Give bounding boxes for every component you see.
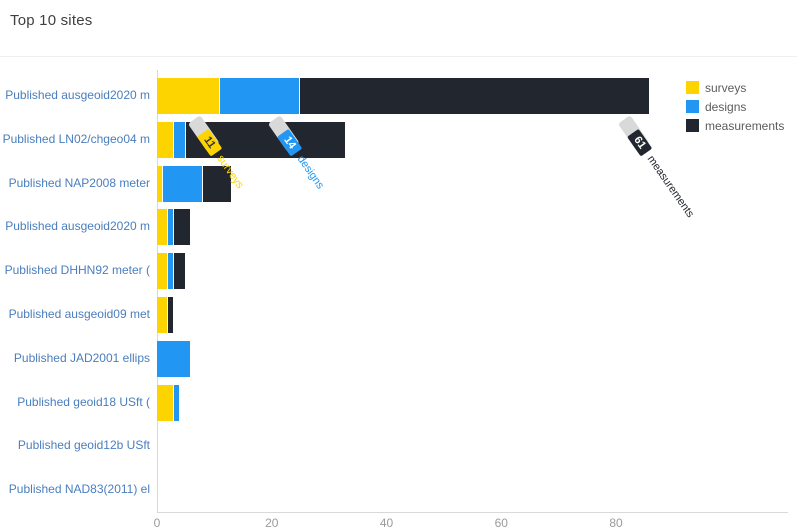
legend-swatch-measurements — [686, 119, 699, 132]
bar-segment-measurements[interactable] — [174, 253, 186, 290]
legend-swatch-designs — [686, 100, 699, 113]
x-tick-label: 40 — [379, 516, 394, 530]
callout-series-name: designs — [295, 153, 328, 192]
bar-segment-measurements[interactable] — [202, 165, 232, 202]
x-tick-label: 0 — [153, 516, 161, 530]
bar-segment-measurements[interactable] — [168, 296, 175, 333]
bar-segment-surveys[interactable] — [157, 77, 221, 114]
bar-segment-designs[interactable] — [168, 253, 175, 290]
legend-item-measurements[interactable]: measurements — [686, 116, 784, 135]
category-label[interactable]: Published NAP2008 meter — [8, 175, 150, 190]
bar-segment-designs[interactable] — [157, 340, 192, 377]
legend-label: measurements — [705, 118, 785, 133]
category-label[interactable]: Published geoid12b USft — [17, 438, 150, 453]
legend-label: designs — [705, 99, 747, 114]
callout-series-name: measurements — [645, 153, 698, 220]
category-label[interactable]: Published ausgeoid2020 m — [5, 219, 150, 234]
x-axis-line — [157, 512, 788, 513]
callout-value: 61 — [627, 128, 654, 157]
panel-divider — [0, 56, 797, 57]
bar-segment-designs[interactable] — [220, 77, 301, 114]
x-tick-label: 60 — [494, 516, 508, 530]
legend-item-surveys[interactable]: surveys — [686, 78, 784, 97]
legend: surveys designs measurements — [686, 78, 784, 135]
x-tick-label: 80 — [609, 516, 623, 530]
bar-segment-surveys[interactable] — [157, 253, 169, 290]
bar-segment-surveys[interactable] — [157, 165, 163, 202]
category-label[interactable]: Published LN02/chgeo04 m — [2, 131, 150, 146]
chart-title: Top 10 sites — [10, 12, 93, 29]
y-axis-line — [157, 70, 158, 513]
bar-segment-surveys[interactable] — [157, 296, 169, 333]
bar-segment-designs[interactable] — [168, 209, 175, 246]
legend-item-designs[interactable]: designs — [686, 97, 784, 116]
bar-segment-surveys[interactable] — [157, 121, 175, 158]
bar-segment-designs[interactable] — [174, 121, 186, 158]
legend-swatch-surveys — [686, 81, 699, 94]
category-label[interactable]: Published ausgeoid09 met — [8, 306, 150, 321]
category-label[interactable]: Published ausgeoid2020 m — [5, 87, 150, 102]
category-label[interactable]: Published geoid18 USft ( — [17, 394, 150, 409]
bar-segment-surveys[interactable] — [157, 384, 175, 421]
x-tick-label: 20 — [265, 516, 279, 530]
category-label[interactable]: Published JAD2001 ellips — [13, 350, 150, 365]
bar-segment-measurements[interactable] — [174, 209, 192, 246]
legend-label: surveys — [705, 80, 747, 95]
bar-segment-surveys[interactable] — [157, 209, 169, 246]
bar-segment-designs[interactable] — [162, 165, 203, 202]
category-label[interactable]: Published DHHN92 meter ( — [4, 263, 150, 278]
bar-segment-measurements[interactable] — [300, 77, 651, 114]
bar-segment-designs[interactable] — [174, 384, 180, 421]
category-label[interactable]: Published NAD83(2011) el — [8, 482, 150, 497]
